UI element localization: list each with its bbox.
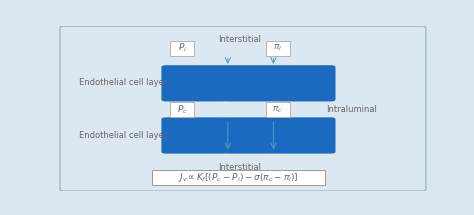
- Text: $J_v \propto K_f[(P_c-P_i)-\sigma(\pi_c-\pi_i)]$: $J_v \propto K_f[(P_c-P_i)-\sigma(\pi_c-…: [178, 171, 299, 184]
- FancyBboxPatch shape: [161, 117, 227, 154]
- Text: Endothelial cell layer: Endothelial cell layer: [79, 78, 168, 88]
- Text: Interstitial: Interstitial: [218, 35, 261, 44]
- Text: $\pi_c$: $\pi_c$: [273, 104, 283, 115]
- Text: $P_i$: $P_i$: [178, 42, 187, 54]
- FancyBboxPatch shape: [223, 117, 274, 154]
- Text: Intraluminal: Intraluminal: [326, 105, 377, 114]
- Text: Endothelial cell layer: Endothelial cell layer: [79, 131, 168, 140]
- FancyBboxPatch shape: [266, 41, 290, 56]
- FancyBboxPatch shape: [161, 65, 227, 101]
- FancyBboxPatch shape: [170, 41, 194, 56]
- FancyBboxPatch shape: [223, 65, 274, 101]
- FancyBboxPatch shape: [266, 102, 290, 117]
- Text: $P_c$: $P_c$: [177, 103, 188, 116]
- FancyBboxPatch shape: [270, 117, 336, 154]
- FancyBboxPatch shape: [152, 170, 325, 185]
- Text: Interstitial: Interstitial: [218, 163, 261, 172]
- Text: $\pi_i$: $\pi_i$: [273, 43, 283, 53]
- FancyBboxPatch shape: [270, 65, 336, 101]
- FancyBboxPatch shape: [170, 102, 194, 117]
